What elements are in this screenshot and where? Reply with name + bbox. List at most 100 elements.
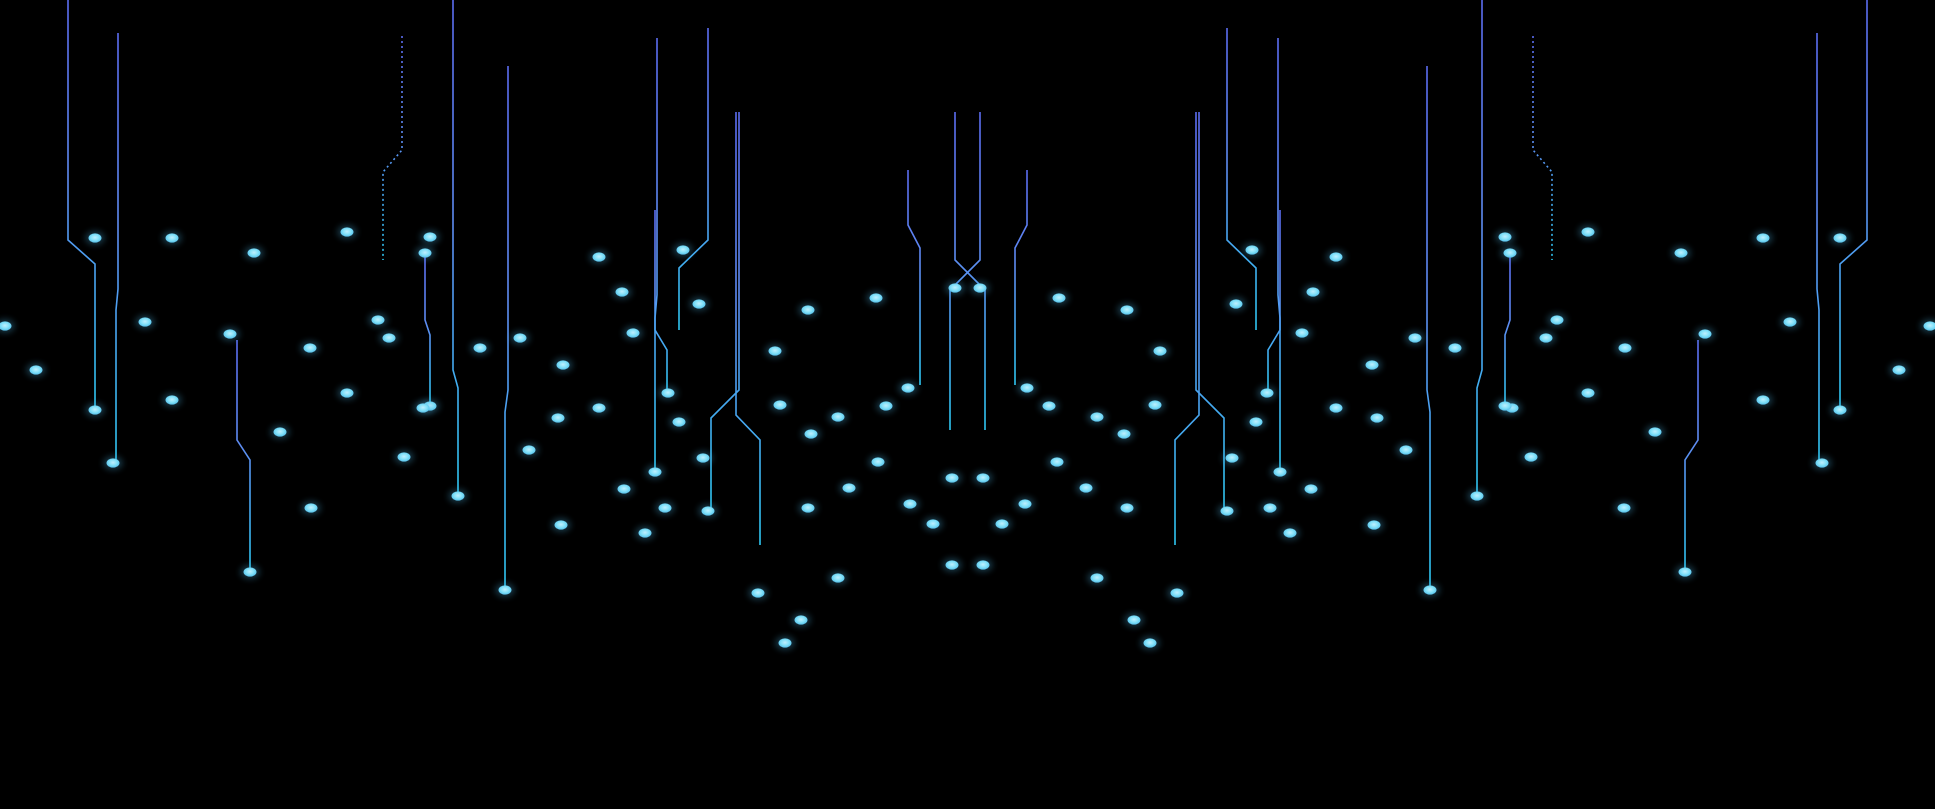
circuit-trace [710,112,740,511]
circuit-trace [1839,0,1868,407]
node-core [138,317,152,327]
node-core [1399,445,1413,455]
terminal-node [1226,297,1246,311]
node-core [1304,484,1318,494]
node-core [1408,333,1422,343]
node-core [371,315,385,325]
node-core [1524,452,1538,462]
terminal-node [1830,231,1850,245]
terminal-node [1049,291,1069,305]
terminal-node [1578,386,1598,400]
node-core [165,395,179,405]
circuit-trace [236,340,251,572]
node-core [1365,360,1379,370]
node-core [1127,615,1141,625]
node-core [340,388,354,398]
node-core [626,328,640,338]
node-core [801,503,815,513]
terminal-node [1614,501,1634,515]
node-core [871,457,885,467]
terminal-node [623,326,643,340]
node-core [1143,638,1157,648]
circuit-trace [452,0,459,496]
node-core [1678,567,1692,577]
node-core [1448,343,1462,353]
node-core [945,560,959,570]
terminal-node [1396,443,1416,457]
terminal-node [1280,526,1300,540]
circuit-trace [67,0,96,407]
node-core [1249,417,1263,427]
node-core [804,429,818,439]
terminal-node [1124,613,1144,627]
node-core [1923,321,1935,331]
terminal-node [765,344,785,358]
node-core [29,365,43,375]
terminal-node [26,363,46,377]
terminal-node [337,225,357,239]
terminal-node [589,250,609,264]
terminal-node [798,501,818,515]
node-core [1423,585,1437,595]
node-core [1648,427,1662,437]
terminal-node [1830,403,1850,417]
node-core [1225,453,1239,463]
circuit-trace [1014,170,1028,385]
terminal-node [1303,285,1323,299]
node-core [522,445,536,455]
circuit-trace [1277,38,1281,470]
terminal-node [1364,518,1384,532]
terminal-node [658,386,678,400]
node-core [1329,252,1343,262]
circuit-trace-bank-mirrored [372,0,1931,645]
terminal-node [1222,451,1242,465]
node-core [638,528,652,538]
node-core [88,405,102,415]
terminal-node [1671,246,1691,260]
circuit-trace [1426,66,1431,588]
node-core [672,417,686,427]
node-core [554,520,568,530]
node-core [1550,315,1564,325]
terminal-node [1270,465,1290,479]
node-core [794,615,808,625]
node-core [615,287,629,297]
node-core [1153,346,1167,356]
terminal-node [1467,489,1487,503]
node-core [1229,299,1243,309]
node-core [869,293,883,303]
terminal-node [1015,497,1035,511]
terminal-node [394,450,414,464]
terminal-node [1420,583,1440,597]
terminal-node [1145,398,1165,412]
terminal-node [415,246,435,260]
node-layer [0,225,1935,650]
terminal-node [614,482,634,496]
terminal-node [1087,571,1107,585]
node-core [1148,400,1162,410]
node-core [768,346,782,356]
terminal-node [801,427,821,441]
terminal-node [301,501,321,515]
terminal-node [1140,636,1160,650]
node-core [304,503,318,513]
terminal-node [220,327,240,341]
node-core [617,484,631,494]
terminal-node [1362,358,1382,372]
terminal-node [693,451,713,465]
circuit-trace [1684,340,1699,572]
node-core [165,233,179,243]
node-core [658,503,672,513]
circuit-trace [1195,112,1225,511]
circuit-trace [735,112,761,545]
node-core [903,499,917,509]
terminal-node [748,586,768,600]
node-core [1470,491,1484,501]
node-core [1117,429,1131,439]
node-core [473,343,487,353]
terminal-node [1076,481,1096,495]
node-core [340,227,354,237]
node-core [1263,503,1277,513]
circuit-trace [115,33,119,463]
node-core [418,248,432,258]
